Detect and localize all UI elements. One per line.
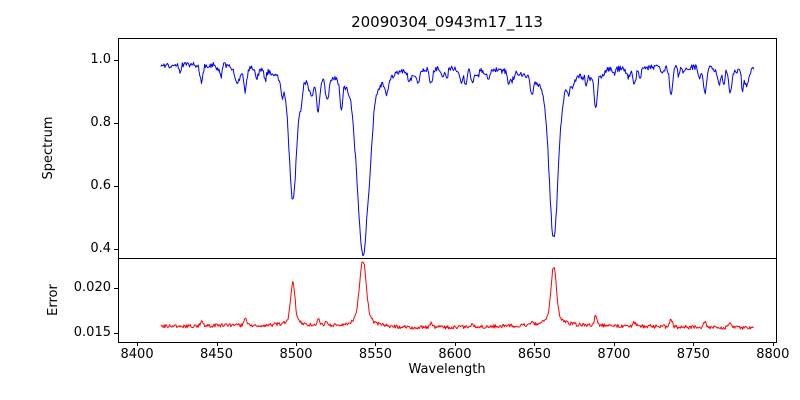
tick-label: 8750 xyxy=(676,347,710,362)
tick-label: 1.0 xyxy=(90,52,111,67)
tick-label: 0.8 xyxy=(90,114,111,130)
tick-label: 8550 xyxy=(358,347,393,362)
tick-label: 0.6 xyxy=(90,177,111,193)
tick-label: 8650 xyxy=(517,347,551,362)
tick-label: 8600 xyxy=(438,347,472,362)
tick-label: 8400 xyxy=(120,347,154,362)
chart-title: 20090304_0943m17_113 xyxy=(351,13,543,31)
tick-label: 8800 xyxy=(756,347,790,362)
tick-label: 8500 xyxy=(279,347,313,362)
tick-label: 0.4 xyxy=(90,240,111,256)
error-axis-label: Error xyxy=(46,284,61,316)
tick-label: 8700 xyxy=(597,347,631,362)
tick-label: 0.015 xyxy=(73,324,111,340)
tick-label: 0.020 xyxy=(73,279,111,295)
tick-label: 8450 xyxy=(199,347,234,362)
x-axis-label: Wavelength xyxy=(408,362,486,377)
